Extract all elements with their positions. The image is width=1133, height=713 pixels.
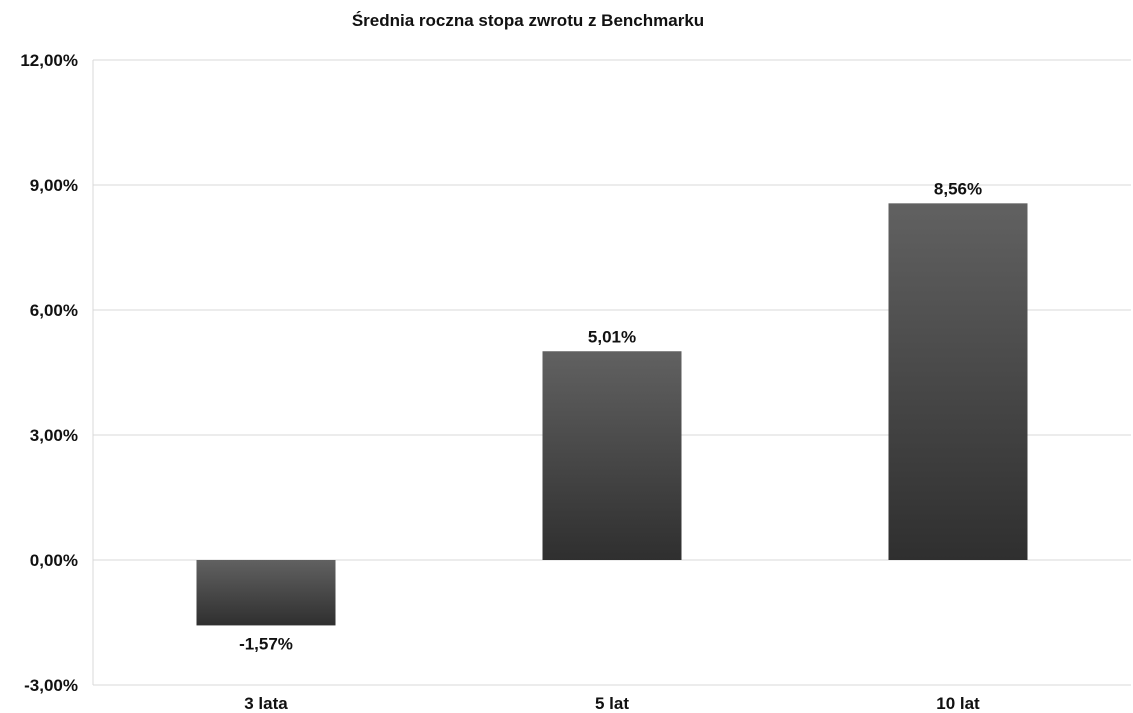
data-label: 5,01% [588,327,636,346]
y-tick-label: 9,00% [30,176,78,195]
x-axis-ticks: 3 lata 5 lat 10 lat [244,694,980,713]
y-tick-label: 12,00% [20,51,78,70]
data-label: 8,56% [934,179,982,198]
y-tick-label: 6,00% [30,301,78,320]
bars [196,203,1028,626]
data-labels: -1,57% 5,01% 8,56% [239,179,982,653]
y-tick-label: 3,00% [30,426,78,445]
y-tick-label: 0,00% [30,551,78,570]
y-axis-ticks: 12,00% 9,00% 6,00% 3,00% 0,00% -3,00% [20,51,78,695]
x-tick-label: 5 lat [595,694,629,713]
chart-title: Średnia roczna stopa zwrotu z Benchmarku [352,11,704,30]
y-tick-label: -3,00% [24,676,78,695]
bar-3-lata [196,560,336,626]
bar-5-lat [542,351,682,560]
bar-10-lat [888,203,1028,561]
x-tick-label: 3 lata [244,694,288,713]
x-tick-label: 10 lat [936,694,980,713]
data-label: -1,57% [239,634,293,653]
